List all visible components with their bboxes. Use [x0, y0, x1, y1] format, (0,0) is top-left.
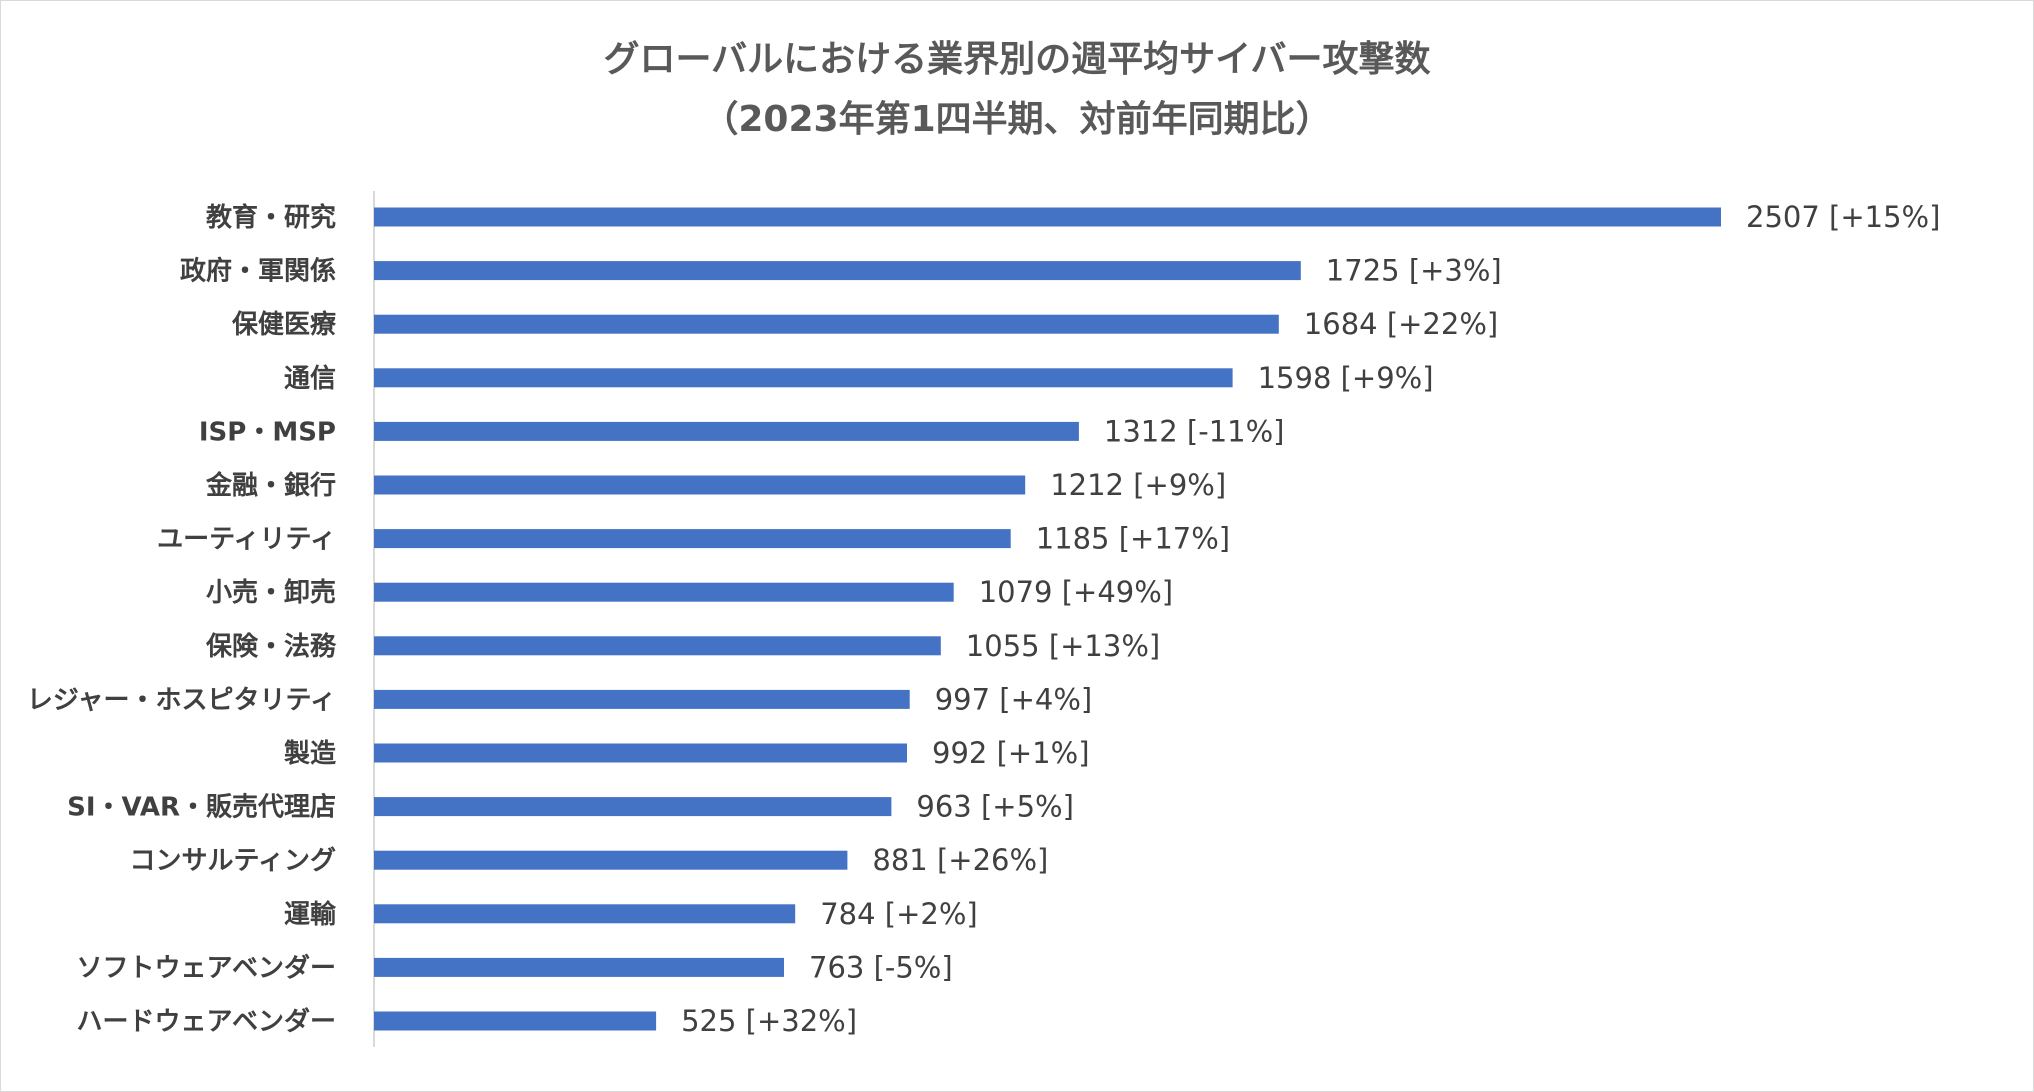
chart-title-line-2: （2023年第1四半期、対前年同期比）: [702, 99, 1331, 140]
category-label: 通信: [284, 364, 336, 394]
data-label: 2507 [+15%]: [1746, 200, 1940, 234]
category-label: レジャー・ホスピタリティ: [27, 685, 336, 715]
chart-title-line-1: グローバルにおける業界別の週平均サイバー攻撃数: [604, 39, 1431, 80]
category-label: コンサルティング: [130, 846, 336, 876]
data-label: 763 [-5%]: [809, 950, 953, 984]
category-label: 小売・卸売: [206, 577, 336, 608]
data-label: 1055 [+13%]: [966, 629, 1160, 663]
data-label: 1079 [+49%]: [979, 575, 1173, 609]
category-label: 製造: [284, 739, 336, 769]
data-label: 1725 [+3%]: [1326, 254, 1502, 288]
data-label: 1598 [+9%]: [1258, 361, 1434, 395]
category-label: 政府・軍関係: [180, 256, 336, 287]
data-label: 1212 [+9%]: [1050, 468, 1226, 502]
category-label: 教育・研究: [206, 202, 336, 233]
data-labels-layer: 2507 [+15%] 1725 [+3%] 1684 [+22%] 1598 [+9…: [681, 200, 1940, 1038]
category-label: 金融・銀行: [205, 470, 336, 501]
bar-10: [374, 743, 907, 763]
bar-14: [374, 957, 784, 977]
data-label: 525 [+32%]: [681, 1004, 857, 1038]
bar-9: [374, 689, 910, 709]
category-label: ISP・MSP: [199, 417, 336, 447]
data-label: 1312 [-11%]: [1104, 414, 1285, 448]
data-label: 784 [+2%]: [820, 897, 978, 931]
bar-12: [374, 850, 848, 870]
bar-13: [374, 904, 796, 924]
data-label: 963 [+5%]: [916, 790, 1074, 824]
category-label: 運輸: [284, 899, 337, 930]
bars-layer: [374, 207, 1721, 1031]
category-label: ソフトウェアベンダー: [77, 952, 336, 983]
bar-2: [374, 314, 1279, 334]
bar-8: [374, 636, 941, 656]
category-label: 保健医療: [231, 310, 337, 340]
data-label: 881 [+26%]: [872, 843, 1048, 877]
data-label: 1684 [+22%]: [1304, 307, 1498, 341]
bar-5: [374, 475, 1026, 495]
bar-6: [374, 529, 1011, 549]
category-label: 保険・法務: [205, 631, 337, 662]
data-label: 992 [+1%]: [932, 736, 1090, 770]
bar-1: [374, 261, 1301, 281]
bar-15: [374, 1011, 657, 1031]
category-label: ハードウェアベンダー: [77, 1006, 336, 1037]
bar-11: [374, 797, 892, 817]
category-label: SI・VAR・販売代理店: [67, 793, 336, 823]
bar-7: [374, 582, 954, 602]
bar-3: [374, 368, 1233, 388]
category-label: ユーティリティ: [157, 525, 336, 555]
data-label: 1185 [+17%]: [1036, 522, 1230, 556]
bar-4: [374, 421, 1079, 441]
data-label: 997 [+4%]: [935, 682, 1093, 716]
bar-0: [374, 207, 1721, 227]
